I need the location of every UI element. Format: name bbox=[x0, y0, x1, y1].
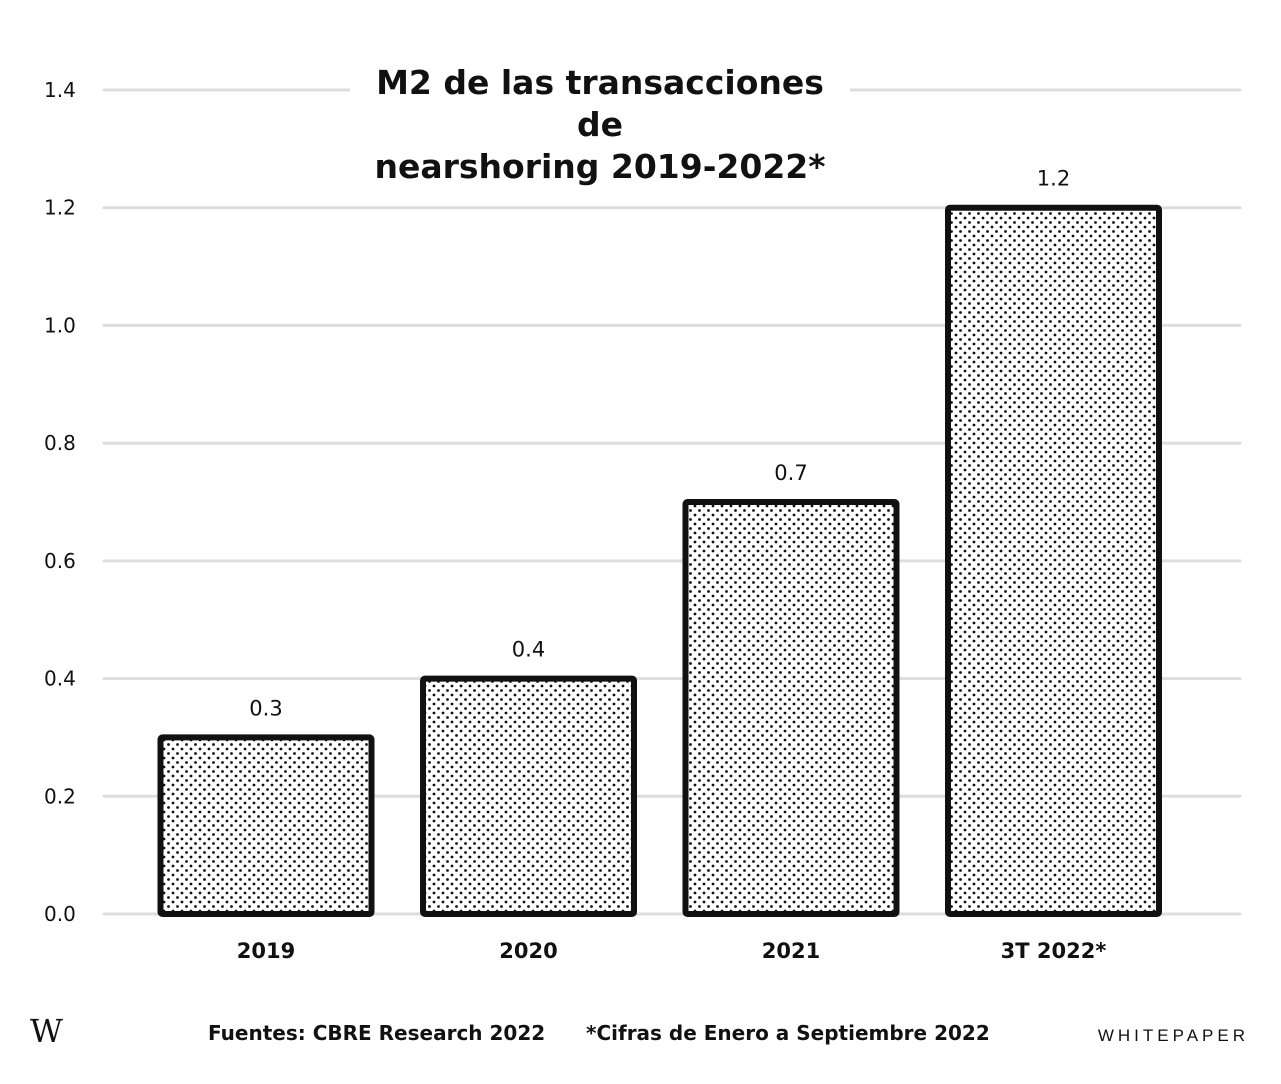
chart-title-line-2: nearshoring 2019-2022* bbox=[374, 147, 826, 186]
x-tick-label: 2021 bbox=[762, 939, 820, 963]
bars bbox=[157, 204, 1162, 918]
data-label: 0.3 bbox=[249, 696, 282, 720]
y-tick-label: 1.4 bbox=[44, 78, 76, 102]
bar bbox=[420, 675, 637, 917]
y-axis-ticks: 0.0 0.2 0.4 0.6 0.8 1.0 1.2 1.4 bbox=[44, 78, 76, 926]
data-label: 0.7 bbox=[774, 461, 807, 485]
chart-title: M2 de las transacciones de nearshoring 2… bbox=[350, 62, 850, 188]
x-tick-label: 2020 bbox=[499, 939, 557, 963]
bar bbox=[682, 499, 900, 917]
y-tick-label: 1.2 bbox=[44, 196, 76, 220]
y-tick-label: 0.6 bbox=[44, 549, 76, 573]
bar bbox=[945, 204, 1162, 917]
y-tick-label: 0.0 bbox=[44, 902, 76, 926]
x-axis-ticks: 2019 2020 2021 3T 2022* bbox=[237, 939, 1107, 963]
whitepaper-logo: W bbox=[30, 1012, 63, 1050]
data-label: 0.4 bbox=[512, 638, 545, 662]
y-tick-label: 1.0 bbox=[44, 313, 76, 337]
x-tick-label: 2019 bbox=[237, 939, 295, 963]
source-note: Fuentes: CBRE Research 2022 bbox=[208, 1021, 546, 1045]
footnote: *Cifras de Enero a Septiembre 2022 bbox=[586, 1021, 990, 1045]
bar bbox=[157, 734, 375, 918]
x-tick-label: 3T 2022* bbox=[1001, 939, 1107, 963]
data-labels: 0.3 0.4 0.7 1.2 bbox=[249, 167, 1070, 721]
chart-title-line-1: M2 de las transacciones de bbox=[376, 63, 824, 144]
data-label: 1.2 bbox=[1037, 167, 1070, 191]
y-tick-label: 0.8 bbox=[44, 431, 76, 455]
y-tick-label: 0.2 bbox=[44, 784, 76, 808]
brand-wordmark: WHITEPAPER bbox=[1097, 1026, 1249, 1045]
y-tick-label: 0.4 bbox=[44, 667, 76, 691]
